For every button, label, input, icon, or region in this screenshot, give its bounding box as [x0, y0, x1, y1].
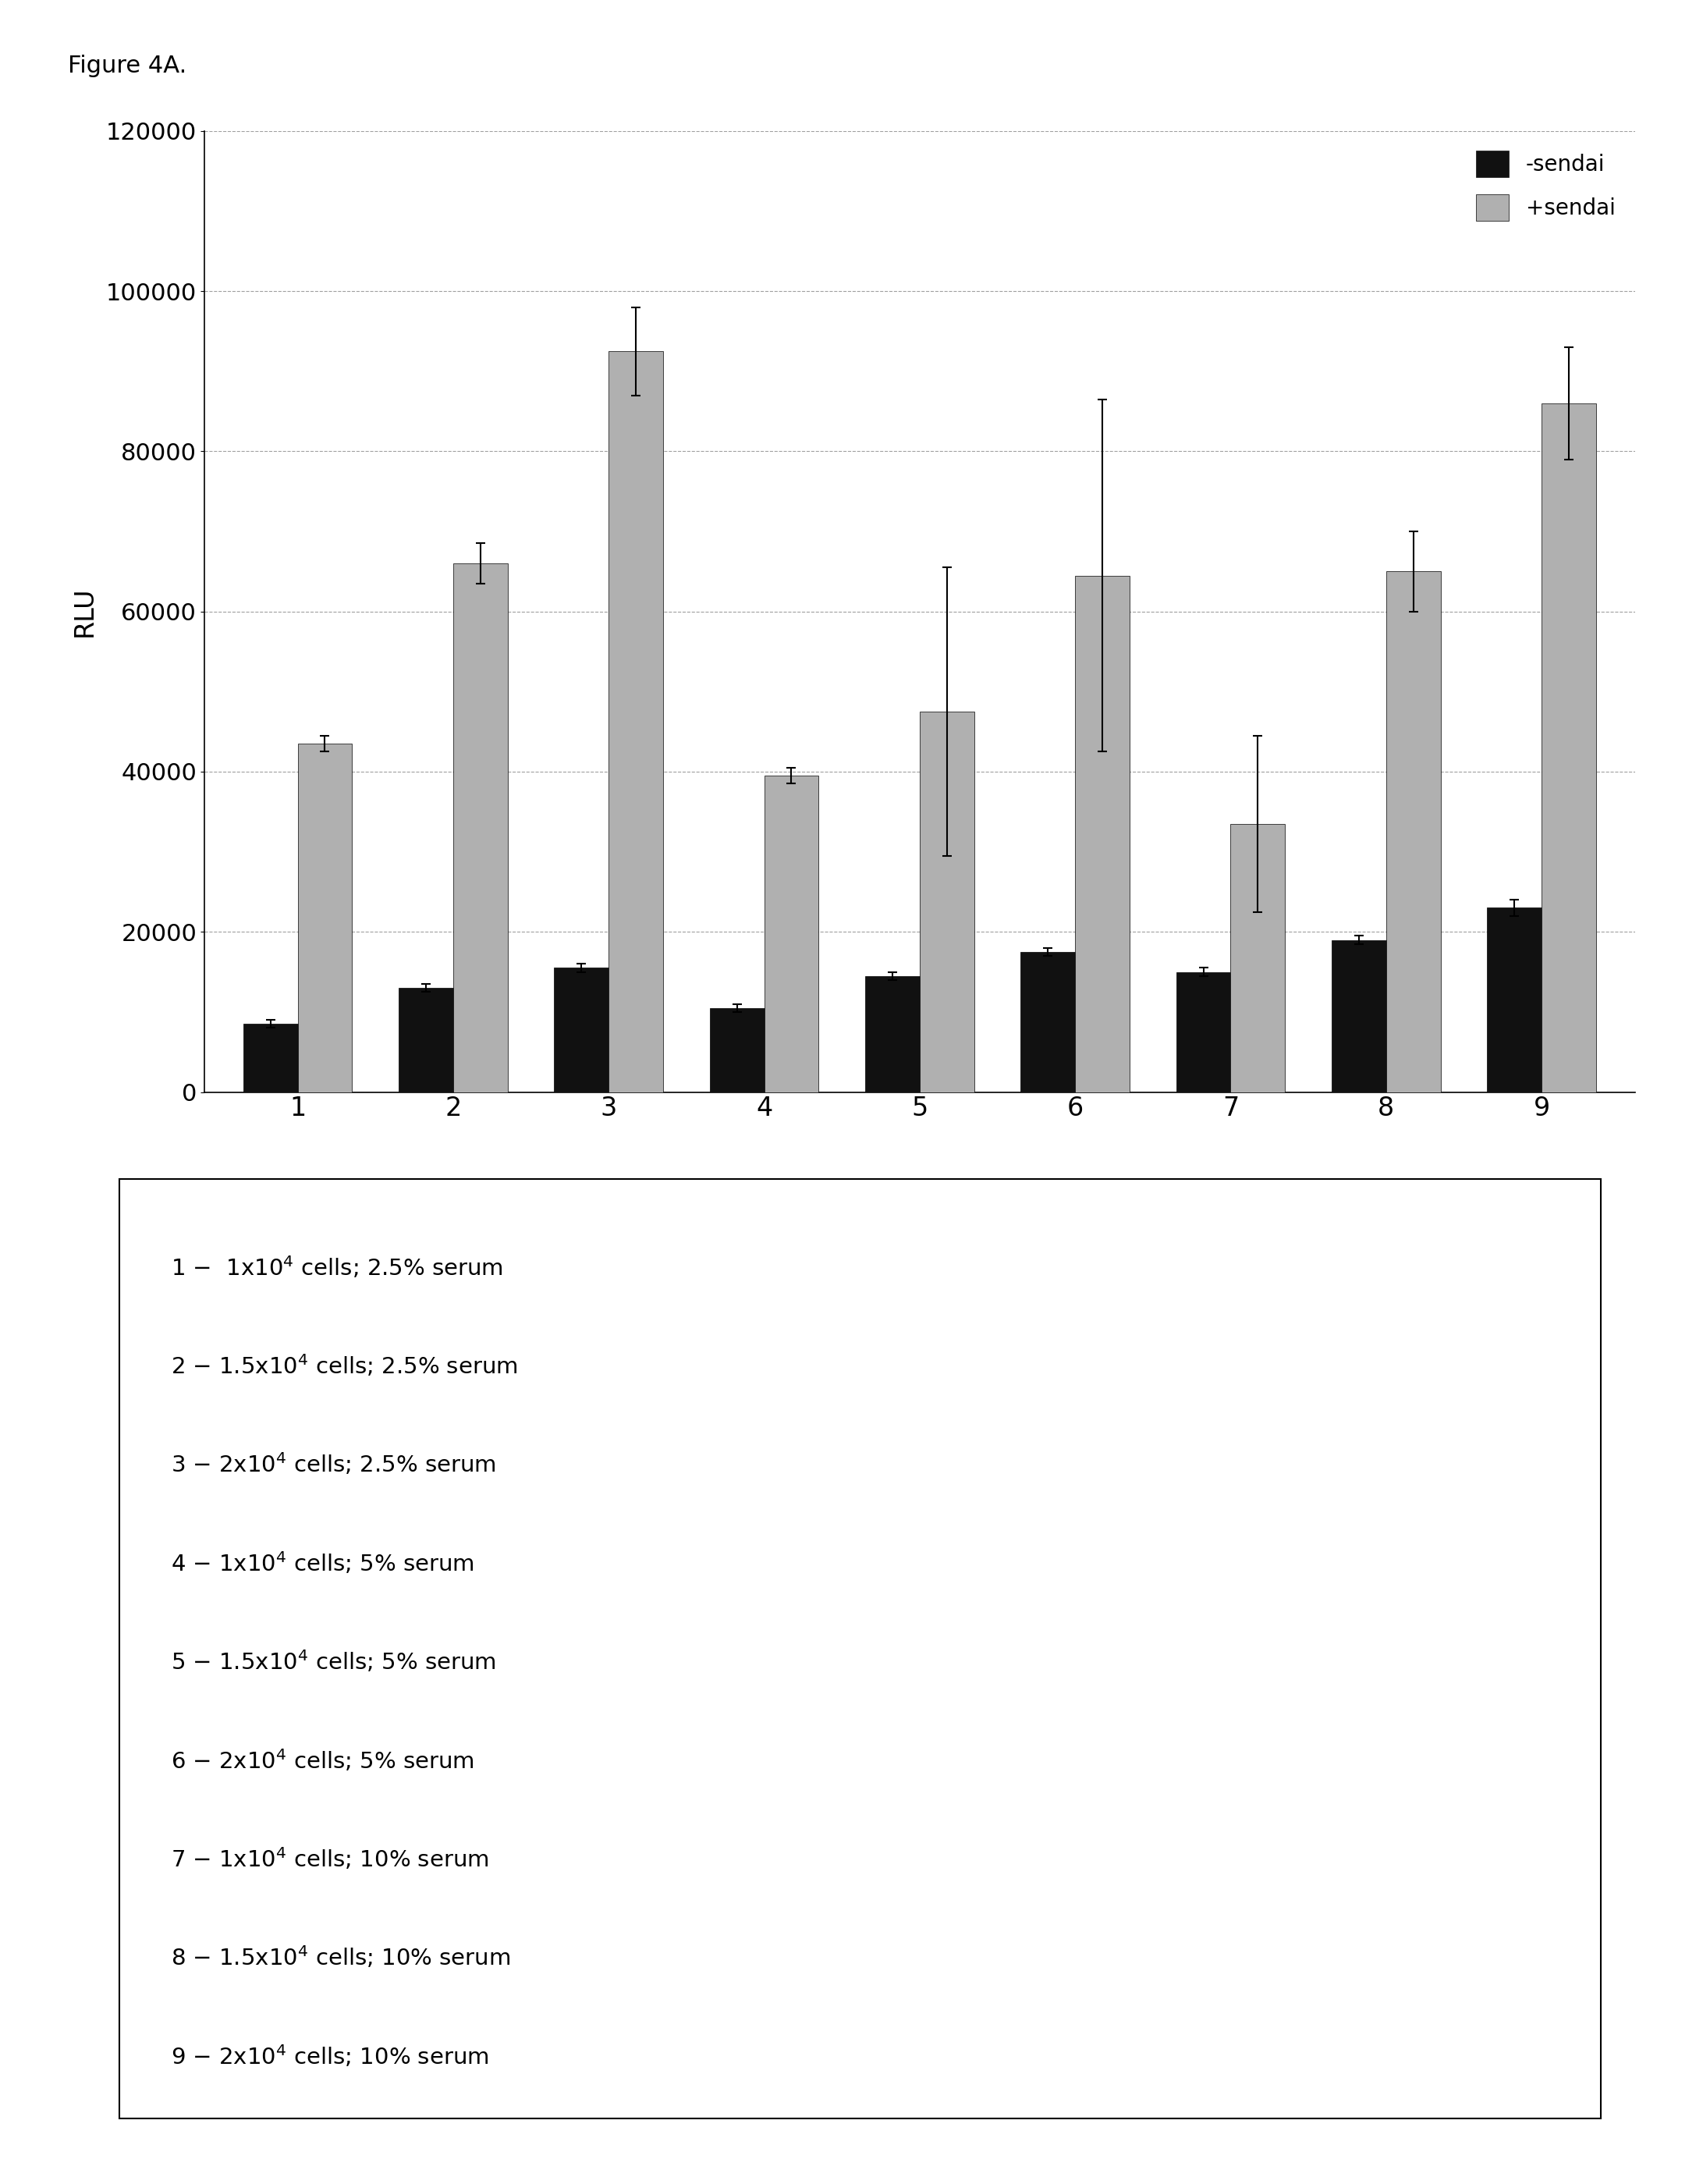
Text: 4 $-$ 1x10$^4$ cells; 5% serum: 4 $-$ 1x10$^4$ cells; 5% serum	[170, 1551, 475, 1577]
Y-axis label: RLU: RLU	[72, 585, 97, 638]
Text: 5 $-$ 1.5x10$^4$ cells; 5% serum: 5 $-$ 1.5x10$^4$ cells; 5% serum	[170, 1649, 496, 1675]
Text: 1 $-$  1x10$^4$ cells; 2.5% serum: 1 $-$ 1x10$^4$ cells; 2.5% serum	[170, 1254, 504, 1280]
Bar	[399, 987, 453, 1092]
Bar	[710, 1009, 765, 1092]
Bar	[298, 743, 353, 1092]
Bar	[1332, 939, 1386, 1092]
Text: 9 $-$ 2x10$^4$ cells; 10% serum: 9 $-$ 2x10$^4$ cells; 10% serum	[170, 2044, 489, 2068]
Bar	[920, 712, 974, 1092]
Bar	[1386, 572, 1441, 1092]
Bar	[608, 352, 662, 1092]
Bar	[453, 563, 507, 1092]
Text: 3 $-$ 2x10$^4$ cells; 2.5% serum: 3 $-$ 2x10$^4$ cells; 2.5% serum	[170, 1452, 496, 1476]
Bar	[1020, 952, 1075, 1092]
Bar	[553, 968, 608, 1092]
Text: 7 $-$ 1x10$^4$ cells; 10% serum: 7 $-$ 1x10$^4$ cells; 10% serum	[170, 1845, 489, 1872]
Bar	[765, 775, 819, 1092]
Text: Figure 4A.: Figure 4A.	[68, 55, 187, 76]
Bar	[1177, 972, 1231, 1092]
Bar	[1541, 404, 1596, 1092]
Bar	[1075, 577, 1129, 1092]
Bar	[1487, 909, 1541, 1092]
Text: 8 $-$ 1.5x10$^4$ cells; 10% serum: 8 $-$ 1.5x10$^4$ cells; 10% serum	[170, 1944, 511, 1970]
Text: 6 $-$ 2x10$^4$ cells; 5% serum: 6 $-$ 2x10$^4$ cells; 5% serum	[170, 1747, 475, 1773]
Bar	[244, 1024, 298, 1092]
Bar	[1231, 823, 1286, 1092]
Legend: -sendai, +sendai: -sendai, +sendai	[1468, 142, 1625, 229]
Bar	[865, 976, 920, 1092]
Text: 2 $-$ 1.5x10$^4$ cells; 2.5% serum: 2 $-$ 1.5x10$^4$ cells; 2.5% serum	[170, 1354, 518, 1378]
